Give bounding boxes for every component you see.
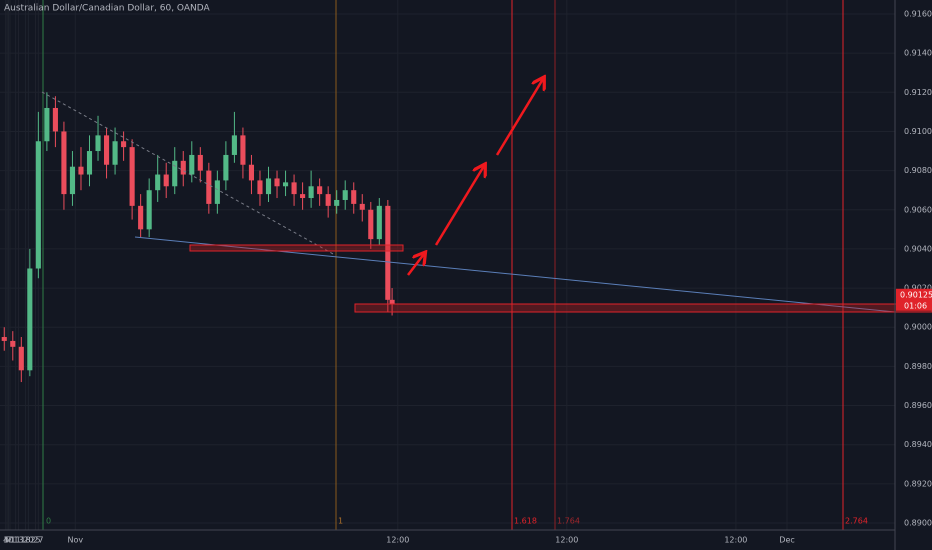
candle-body	[35, 141, 41, 269]
candle-body	[146, 190, 152, 230]
candle-body	[189, 154, 195, 175]
x-tick-label: 7	[7, 536, 12, 545]
trend-line	[134, 236, 896, 313]
arrow	[407, 254, 424, 276]
candle-body	[172, 160, 178, 187]
candle-body	[248, 164, 255, 181]
candle-body	[389, 299, 395, 304]
last-price-label: 0.90125	[900, 290, 932, 299]
x-tick-label: 4	[3, 536, 8, 545]
x-tick-label: 27	[33, 536, 43, 545]
x-tick-label: 12:00	[555, 536, 578, 545]
x-tick-label: 12:00	[724, 536, 747, 545]
last-price-box	[896, 288, 932, 311]
fib-label: 1	[338, 517, 343, 526]
candle-body	[223, 154, 229, 181]
candle-body	[240, 135, 246, 165]
candle-body	[317, 186, 323, 195]
candle-body	[121, 141, 127, 148]
x-tick-label: Nov	[67, 536, 83, 545]
x-tick-label: 5	[5, 536, 10, 545]
candle-body	[376, 205, 382, 240]
candle-body	[103, 135, 110, 165]
arrow	[434, 166, 484, 246]
candle-body	[112, 141, 118, 165]
chart-title: Australian Dollar/Canadian Dollar, 60, O…	[4, 4, 211, 14]
candles	[1, 92, 395, 383]
candle-body	[206, 170, 212, 204]
trend-line	[41, 91, 336, 256]
candle-body	[342, 190, 348, 200]
x-tick-label: 25	[30, 536, 40, 545]
candle-body	[257, 180, 263, 195]
candle-body	[351, 190, 357, 204]
candle-body	[44, 107, 50, 142]
candle-body	[61, 131, 67, 195]
candle-body	[163, 174, 169, 187]
candle-body	[274, 178, 280, 187]
candle-body	[231, 135, 237, 155]
candle-body	[308, 186, 314, 199]
candle-body	[385, 205, 391, 300]
candle-body	[214, 180, 220, 204]
x-tick-label: 13	[13, 536, 23, 545]
zone	[189, 244, 404, 252]
candle-body	[334, 199, 340, 206]
candle-body	[368, 209, 374, 240]
zone	[354, 303, 932, 313]
arrow	[495, 79, 543, 156]
candle-body	[138, 205, 144, 230]
candle-body	[27, 268, 33, 371]
candle-body	[69, 166, 76, 195]
candle-body	[155, 174, 161, 191]
x-tick-label: 11	[11, 536, 21, 545]
x-tick-label: 18	[20, 536, 30, 545]
x-tick-label: 20	[23, 536, 33, 545]
x-tick-label: 12:00	[386, 536, 409, 545]
candle-body	[129, 147, 135, 206]
candle-body	[52, 107, 58, 132]
y-tick-label: 0.91600	[904, 10, 932, 19]
candle-body	[95, 135, 101, 152]
x-tick-label: Dec	[779, 536, 794, 545]
candle-body	[291, 182, 297, 195]
candle-body	[10, 340, 16, 347]
candle-body	[197, 154, 203, 171]
candle-body	[1, 337, 7, 341]
candle-body	[359, 203, 365, 210]
candle-body	[282, 182, 289, 187]
candle-body	[78, 166, 84, 175]
fib-label: 2.764	[845, 517, 868, 526]
candle-body	[86, 151, 93, 175]
x-tick-label: 30	[3, 536, 13, 545]
candle-body	[265, 178, 272, 195]
candle-body	[325, 194, 331, 206]
fib-label: 1.618	[514, 517, 537, 526]
candle-body	[300, 194, 306, 199]
countdown: 01:06	[904, 301, 927, 310]
candle-body	[18, 346, 24, 371]
fib-label: 1.764	[557, 517, 580, 526]
fib-label: 0	[46, 517, 51, 526]
candle-body	[180, 160, 186, 175]
grid	[0, 0, 895, 530]
